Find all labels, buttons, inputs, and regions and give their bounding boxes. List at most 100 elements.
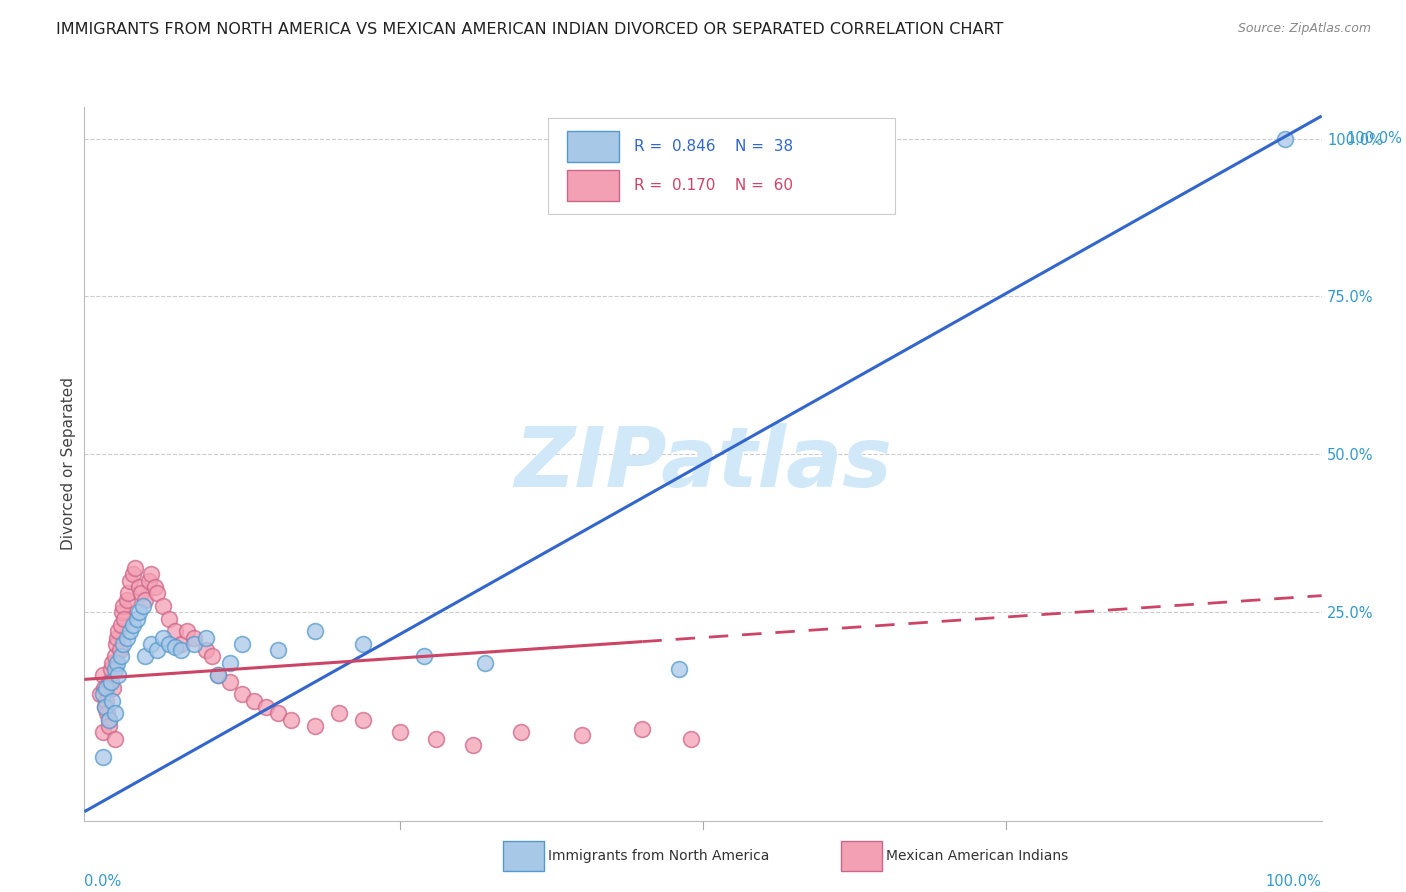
- Point: [115, 592, 138, 607]
- Point: [111, 605, 134, 619]
- Point: [128, 605, 150, 619]
- Point: [413, 649, 436, 664]
- Text: Source: ZipAtlas.com: Source: ZipAtlas.com: [1237, 22, 1371, 36]
- Point: [112, 599, 135, 613]
- Point: [631, 722, 654, 736]
- Point: [105, 656, 128, 670]
- Point: [207, 668, 229, 682]
- FancyBboxPatch shape: [567, 130, 619, 162]
- Point: [97, 719, 120, 733]
- Y-axis label: Divorced or Separated: Divorced or Separated: [60, 377, 76, 550]
- Point: [101, 693, 124, 707]
- Point: [254, 700, 277, 714]
- Point: [201, 649, 224, 664]
- Point: [304, 719, 326, 733]
- Text: R =  0.846    N =  38: R = 0.846 N = 38: [634, 139, 793, 153]
- Point: [352, 637, 374, 651]
- Text: Mexican American Indians: Mexican American Indians: [886, 849, 1069, 863]
- Point: [231, 687, 253, 701]
- Point: [94, 700, 117, 714]
- Text: ZIPatlas: ZIPatlas: [515, 424, 891, 504]
- Point: [89, 687, 111, 701]
- Point: [110, 649, 132, 664]
- Point: [101, 656, 124, 670]
- Point: [120, 574, 142, 588]
- Point: [134, 592, 156, 607]
- FancyBboxPatch shape: [548, 118, 894, 214]
- Point: [461, 738, 484, 752]
- Point: [679, 731, 702, 746]
- Point: [170, 637, 193, 651]
- Point: [104, 706, 127, 721]
- Point: [120, 624, 142, 639]
- Point: [194, 631, 217, 645]
- Point: [183, 631, 205, 645]
- Point: [207, 668, 229, 682]
- Text: 100.0%: 100.0%: [1347, 131, 1402, 146]
- Point: [267, 643, 290, 657]
- Point: [117, 586, 139, 600]
- Point: [104, 649, 127, 664]
- Point: [219, 656, 242, 670]
- Point: [115, 631, 138, 645]
- Point: [231, 637, 253, 651]
- Point: [571, 728, 593, 742]
- Point: [183, 637, 205, 651]
- Point: [165, 640, 187, 654]
- Point: [94, 700, 117, 714]
- Point: [108, 643, 131, 657]
- Point: [112, 637, 135, 651]
- Point: [91, 750, 114, 764]
- Point: [134, 649, 156, 664]
- Point: [122, 567, 145, 582]
- Point: [97, 674, 120, 689]
- Point: [91, 668, 114, 682]
- Point: [146, 643, 169, 657]
- Point: [124, 561, 146, 575]
- Point: [131, 599, 153, 613]
- FancyBboxPatch shape: [567, 169, 619, 202]
- Point: [125, 611, 148, 625]
- Point: [425, 731, 447, 746]
- Point: [668, 662, 690, 676]
- Point: [304, 624, 326, 639]
- Point: [96, 693, 118, 707]
- Point: [352, 713, 374, 727]
- Point: [176, 624, 198, 639]
- Point: [243, 693, 266, 707]
- Point: [104, 731, 127, 746]
- Point: [510, 725, 533, 739]
- Point: [388, 725, 411, 739]
- Point: [110, 618, 132, 632]
- Point: [152, 599, 174, 613]
- Point: [152, 631, 174, 645]
- Point: [157, 637, 180, 651]
- Point: [165, 624, 187, 639]
- Point: [103, 681, 125, 695]
- Point: [157, 611, 180, 625]
- Point: [112, 611, 135, 625]
- Text: Immigrants from North America: Immigrants from North America: [548, 849, 769, 863]
- Point: [100, 662, 122, 676]
- Point: [138, 574, 160, 588]
- Point: [170, 643, 193, 657]
- Point: [97, 713, 120, 727]
- Point: [128, 580, 150, 594]
- Point: [280, 713, 302, 727]
- Point: [267, 706, 290, 721]
- Point: [139, 567, 162, 582]
- Point: [105, 631, 128, 645]
- Text: R =  0.170    N =  60: R = 0.170 N = 60: [634, 178, 793, 193]
- Text: IMMIGRANTS FROM NORTH AMERICA VS MEXICAN AMERICAN INDIAN DIVORCED OR SEPARATED C: IMMIGRANTS FROM NORTH AMERICA VS MEXICAN…: [56, 22, 1004, 37]
- Point: [122, 618, 145, 632]
- Point: [146, 586, 169, 600]
- Point: [104, 637, 127, 651]
- Point: [474, 656, 496, 670]
- Point: [96, 681, 118, 695]
- Point: [97, 713, 120, 727]
- Point: [93, 681, 115, 695]
- Point: [104, 662, 127, 676]
- Text: 0.0%: 0.0%: [84, 874, 121, 889]
- Point: [219, 674, 242, 689]
- Point: [96, 706, 118, 721]
